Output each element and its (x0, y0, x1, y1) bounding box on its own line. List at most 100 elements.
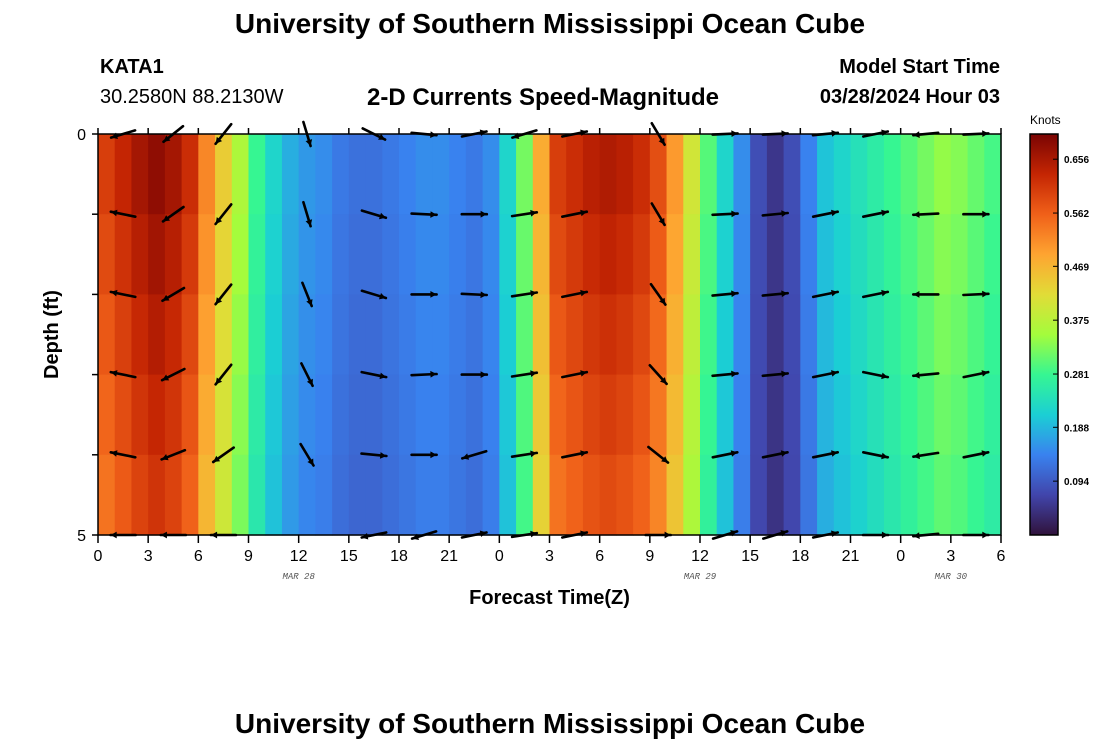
heatmap-cell (700, 294, 718, 376)
arrow-head (430, 451, 437, 459)
current-arrow (861, 450, 890, 460)
heatmap-cell (348, 374, 367, 456)
current-arrow (912, 451, 940, 460)
arrow-head (658, 217, 665, 225)
current-arrow (962, 450, 990, 459)
heatmap-cells (98, 134, 1002, 536)
heatmap-cell (181, 134, 199, 215)
heatmap-cell (984, 454, 1002, 536)
arrow-head (379, 212, 386, 220)
heatmap-cell (633, 294, 651, 376)
x-tick-label: 3 (946, 548, 955, 565)
heatmap-cell (114, 454, 133, 536)
heatmap-cell (181, 214, 199, 295)
heatmap-cell (248, 454, 266, 536)
x-tick-label: 0 (94, 548, 103, 565)
heatmap-cell (382, 374, 400, 456)
current-arrow (962, 290, 990, 298)
heatmap-cell (683, 454, 701, 536)
colorbar: Knots 0.656 0.562 0.469 0.375 0.281 0.188 0.09… (1029, 113, 1089, 536)
heatmap-cell (850, 454, 868, 536)
heatmap-cell (716, 374, 735, 456)
heatmap-cell (231, 374, 250, 456)
heatmap-cell (198, 214, 216, 295)
current-arrow (211, 446, 235, 464)
heatmap-cell (415, 374, 434, 456)
heatmap-cell (399, 454, 417, 536)
heatmap-cell (516, 454, 534, 536)
current-arrow (214, 363, 233, 386)
current-arrow (761, 370, 790, 378)
heatmap-cell (98, 134, 116, 215)
heatmap-cell (649, 374, 668, 456)
arrow-head (530, 209, 537, 217)
current-arrow (510, 370, 539, 378)
heatmap-cell (967, 294, 985, 376)
arrow-head (661, 456, 668, 463)
heatmap-cell (967, 134, 985, 215)
heatmap-cell (867, 214, 885, 295)
heatmap-cell (917, 454, 935, 536)
heatmap-cell (800, 454, 818, 536)
heatmap-cell (298, 374, 316, 456)
heatmap-cell (348, 214, 367, 295)
heatmap-cell (415, 134, 434, 215)
heatmap-cell (198, 374, 216, 456)
x-tick-label: 0 (495, 548, 504, 565)
x-tick-label: 18 (791, 548, 809, 565)
current-arrow (761, 290, 790, 298)
current-arrow (460, 210, 489, 218)
arrow-head (110, 209, 118, 217)
heatmap-cell (833, 214, 852, 295)
heatmap-cell (783, 214, 801, 295)
heatmap-cell (984, 214, 1002, 295)
arrow-head (110, 370, 118, 377)
arrow-head (831, 370, 838, 377)
heatmap-cell (516, 214, 534, 295)
heatmap-cell (332, 214, 350, 295)
arrow-head (430, 291, 437, 298)
heatmap-cell (415, 454, 434, 536)
arrow-head (781, 290, 788, 298)
heatmap-cell (164, 214, 183, 295)
heatmap-cell (198, 134, 216, 215)
heatmap-cell (766, 454, 785, 536)
heatmap-cell (616, 374, 634, 456)
date-label: MAR 29 (684, 572, 717, 582)
heatmap-cell (700, 214, 718, 295)
current-arrow (811, 289, 840, 299)
current-arrow (510, 209, 539, 218)
heatmap-cell (783, 294, 801, 376)
heatmap-cell (883, 454, 902, 536)
arrow-head (480, 291, 487, 299)
arrow-head (215, 136, 223, 144)
heatmap-cell (766, 134, 785, 215)
heatmap-cell (449, 374, 467, 456)
heatmap-cell (633, 134, 651, 215)
heatmap-cell (131, 134, 149, 215)
heatmap-cell (281, 134, 300, 215)
heatmap-cell (867, 134, 885, 215)
heatmap-cell (265, 214, 283, 295)
heatmap-cell (449, 214, 467, 295)
arrow-head (913, 291, 920, 298)
current-arrow (360, 452, 388, 459)
heatmap-cell (934, 454, 952, 536)
current-arrow (410, 370, 438, 378)
arrow-head (161, 454, 169, 461)
current-arrow (761, 210, 790, 217)
heatmap-cell (198, 454, 216, 536)
heatmap-cell (215, 374, 233, 456)
heatmap-cell (332, 374, 350, 456)
heatmap-cell (883, 294, 902, 376)
heatmap-cell (566, 294, 584, 376)
heatmap-cell (766, 214, 785, 295)
heatmap-cell (265, 374, 283, 456)
current-arrow (649, 282, 667, 306)
arrow-head (215, 217, 223, 224)
heatmap-cell (549, 454, 567, 536)
heatmap-cell (482, 294, 500, 376)
heatmap-cell (549, 294, 567, 376)
colorbar-tick-label: 0.656 (1064, 155, 1089, 166)
current-arrow (300, 362, 314, 388)
